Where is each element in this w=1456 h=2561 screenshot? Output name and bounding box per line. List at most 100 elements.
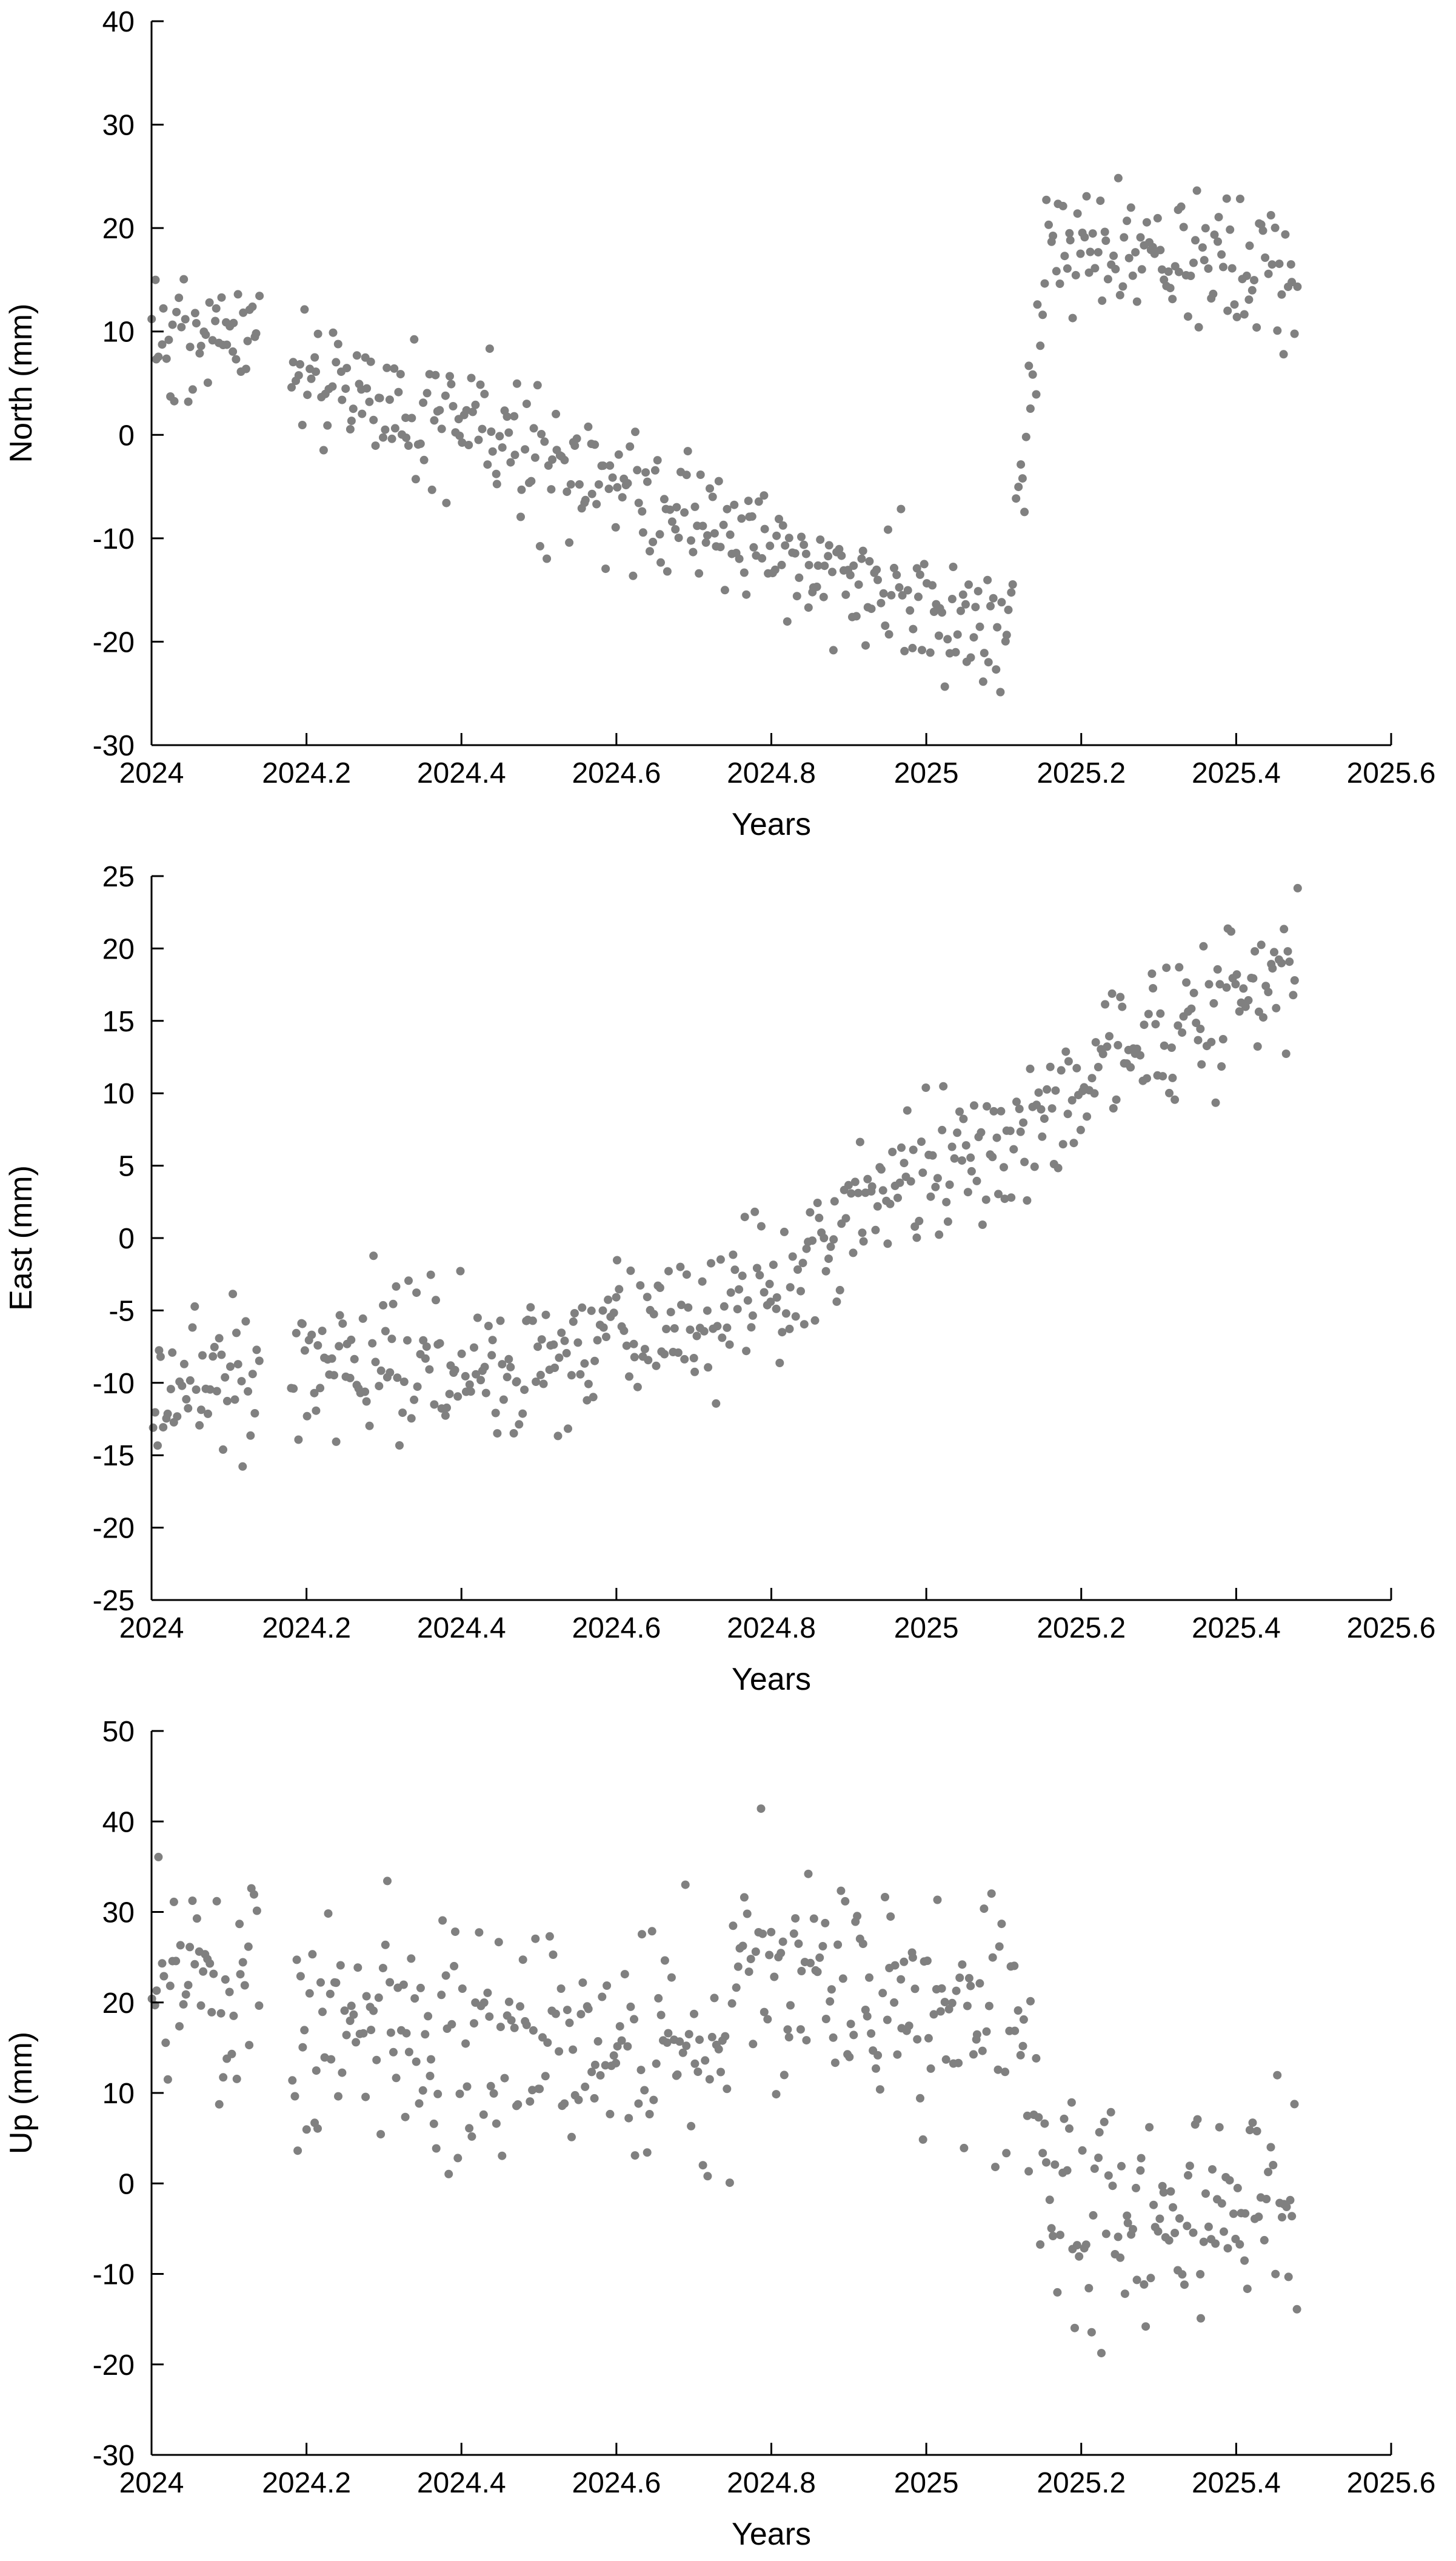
east-point (330, 1371, 338, 1380)
north-point (915, 570, 924, 579)
north-point (441, 391, 450, 400)
east-point (947, 1142, 957, 1151)
up-point (340, 2006, 349, 2015)
up-point (318, 2007, 327, 2017)
north-point (775, 515, 783, 523)
north-point (1261, 253, 1270, 262)
north-point (695, 569, 704, 578)
east-point (649, 1310, 658, 1319)
up-point (581, 2082, 590, 2091)
north-point (1275, 259, 1284, 269)
east-point (625, 1372, 633, 1381)
east-point (994, 1190, 1003, 1199)
east-point (1101, 1000, 1110, 1009)
up-point (916, 2094, 924, 2103)
east-point (156, 1352, 165, 1361)
east-point (806, 1208, 815, 1217)
north-point (464, 441, 473, 449)
north-point (1002, 631, 1011, 640)
east-point (1174, 1021, 1183, 1030)
up-point (1290, 2100, 1299, 2109)
north-point (522, 400, 531, 409)
east-point (772, 1304, 781, 1313)
east-point (775, 1359, 784, 1367)
up-point (933, 1895, 942, 1904)
north-point (1183, 312, 1192, 321)
north-point (884, 525, 892, 534)
east-point (900, 1159, 909, 1168)
north-point (431, 370, 440, 380)
up-point (678, 2048, 687, 2057)
east-point (503, 1373, 512, 1382)
north-point (719, 520, 728, 529)
up-point (626, 2002, 635, 2011)
east-point (362, 1397, 371, 1406)
east-point (204, 1409, 212, 1418)
north-point (1076, 249, 1085, 258)
up-point (458, 1984, 467, 1993)
up-point (1053, 2288, 1062, 2297)
east-point (1280, 925, 1289, 934)
up-point (846, 2020, 855, 2029)
east-point (766, 1297, 775, 1307)
up-point (778, 1937, 787, 1946)
east-point (1211, 1098, 1220, 1107)
east-point (983, 1102, 991, 1111)
north-point (1123, 216, 1132, 226)
east-point (421, 1354, 430, 1363)
up-x-tick-label: 2025.6 (1347, 2467, 1436, 2499)
up-point (606, 2109, 615, 2118)
east-point (1168, 1073, 1177, 1082)
east-point (953, 1128, 962, 1137)
north-point (634, 498, 643, 507)
north-point (716, 543, 725, 552)
up-point (427, 2055, 435, 2064)
up-point (510, 2023, 519, 2032)
east-point (407, 1414, 416, 1423)
east-point (945, 1180, 954, 1189)
up-point (612, 2058, 621, 2067)
up-point (367, 2026, 376, 2035)
east-point (619, 1326, 629, 1335)
north-point (483, 460, 492, 469)
up-point (513, 2100, 523, 2109)
north-point (835, 544, 844, 554)
east-y-tick-label: -5 (109, 1295, 135, 1327)
up-point (687, 2121, 696, 2131)
up-point (643, 2148, 652, 2157)
up-point (376, 2130, 386, 2139)
north-point (474, 435, 483, 444)
east-point (155, 1346, 164, 1355)
up-point (744, 1967, 753, 1977)
up-point (1049, 2232, 1058, 2240)
north-point (772, 531, 781, 540)
up-point (161, 2038, 170, 2047)
north-point (411, 475, 420, 484)
east-point (168, 1348, 177, 1357)
east-point (244, 1387, 253, 1396)
east-point (1136, 1051, 1144, 1060)
east-point (921, 1083, 930, 1092)
east-point (481, 1388, 490, 1398)
east-point (237, 1377, 246, 1386)
north-point (1200, 256, 1209, 265)
north-x-tick-label: 2024.8 (727, 757, 816, 789)
up-point (541, 2072, 550, 2081)
east-point (215, 1334, 224, 1343)
east-point (1016, 1127, 1025, 1136)
north-point (1120, 233, 1129, 242)
east-point (1126, 1063, 1135, 1072)
north-point (890, 563, 898, 572)
up-point (192, 1914, 201, 1923)
up-point (1183, 2221, 1192, 2231)
north-point (980, 649, 989, 658)
east-point (480, 1362, 489, 1371)
up-point (407, 1954, 416, 1963)
north-point (938, 608, 946, 617)
east-point (829, 1235, 838, 1244)
north-point (1210, 230, 1219, 239)
east-point (493, 1429, 502, 1438)
up-point (165, 1981, 175, 1990)
north-point (1222, 194, 1231, 203)
north-point (829, 646, 838, 655)
